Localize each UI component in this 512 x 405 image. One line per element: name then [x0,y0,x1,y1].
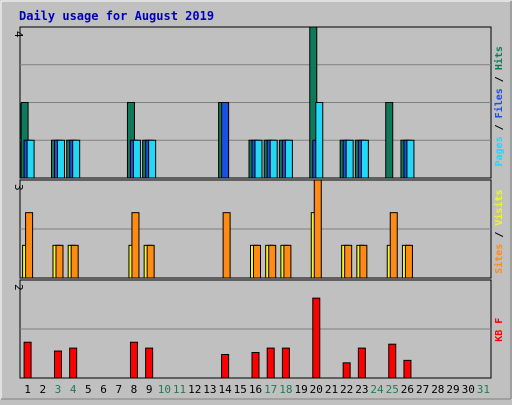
bar-pages-day-1 [26,139,35,179]
xtick-label-day-13: 13 [203,383,216,396]
legend-entry: Sites [493,244,505,274]
legend-hits-files-pages: Pages / Files / Hits [493,46,505,166]
ytick-label-kbf: 2 [12,284,25,291]
bar-kb-f-day-22 [342,362,351,379]
legend-entry: Visits [493,190,505,226]
legend-entry: Hits [493,46,505,70]
xtick-label-day-19: 19 [294,383,307,396]
xtick-label-day-8: 8 [131,383,138,396]
bar-kb-f-day-20 [312,297,321,379]
bar-kb-f-day-16 [251,352,260,379]
bar-kb-f-day-26 [403,359,412,379]
xtick-label-day-11: 11 [173,383,186,396]
xtick-label-day-28: 28 [431,383,444,396]
bar-files-day-14 [221,102,230,179]
bar-sites-day-25 [389,212,398,279]
bar-pages-day-23 [360,139,369,179]
bar-kb-f-day-9 [145,347,154,379]
xtick-label-day-9: 9 [146,383,153,396]
xtick-label-day-21: 21 [325,383,338,396]
legend-entry: / [494,118,505,136]
legend-visits-sites: Sites / Visits [493,190,505,274]
bar-kb-f-day-25 [388,343,397,379]
bar-pages-day-16 [254,139,263,179]
xtick-label-day-6: 6 [100,383,107,396]
bar-sites-day-26 [404,244,413,279]
xtick-label-day-17: 17 [264,383,277,396]
bar-kb-f-day-18 [281,347,290,379]
legend-entry: / [494,70,505,88]
xtick-label-day-12: 12 [188,383,201,396]
bar-pages-day-9 [148,139,157,179]
xtick-label-day-24: 24 [370,383,384,396]
bar-pages-day-8 [132,139,141,179]
bar-sites-day-14 [222,212,231,279]
bar-pages-day-4 [72,139,81,179]
legend-entry: Files [493,88,505,118]
xtick-label-day-27: 27 [416,383,429,396]
bar-sites-day-3 [55,244,64,279]
legend-entry: Pages [494,136,505,166]
legend-entry: / [494,226,505,244]
bar-sites-day-9 [146,244,155,279]
xtick-label-day-15: 15 [234,383,247,396]
bar-kb-f-day-3 [53,350,62,379]
bar-kb-f-day-14 [221,353,230,379]
xtick-label-day-20: 20 [310,383,323,396]
xtick-label-day-7: 7 [115,383,122,396]
bar-sites-day-18 [283,244,292,279]
xtick-label-day-30: 30 [462,383,475,396]
ytick-label-hits-files-pages: 4 [12,31,25,38]
bar-sites-day-20 [313,179,322,279]
xtick-label-day-26: 26 [401,383,414,396]
bar-kb-f-day-1 [23,341,32,379]
xtick-label-day-14: 14 [218,383,232,396]
xtick-label-day-3: 3 [55,383,62,396]
bar-sites-day-22 [344,244,353,279]
xtick-label-day-10: 10 [158,383,171,396]
bar-sites-day-16 [253,244,261,279]
bar-sites-day-23 [359,244,368,279]
xtick-label-day-1: 1 [24,383,31,396]
xtick-label-day-31: 31 [477,383,490,396]
bar-pages-day-26 [406,139,415,179]
legend-kbf: KB F [494,318,505,342]
xtick-label-day-5: 5 [85,383,92,396]
bar-pages-day-17 [269,139,278,179]
bar-pages-day-18 [284,139,293,179]
bar-sites-day-1 [25,212,34,279]
xtick-label-day-22: 22 [340,383,353,396]
ytick-label-visits-sites: 3 [12,184,25,191]
xtick-label-day-4: 4 [70,383,77,396]
xtick-label-day-2: 2 [39,383,46,396]
xtick-label-day-23: 23 [355,383,368,396]
bar-kb-f-day-4 [69,347,78,379]
chart-title: Daily usage for August 2019 [19,9,214,23]
bar-kb-f-day-17 [266,347,275,379]
bar-pages-day-3 [56,139,65,179]
legend-entry: KB F [494,318,505,342]
bar-sites-day-8 [131,212,140,279]
bar-pages-day-20 [315,102,324,179]
bar-sites-day-4 [70,244,79,279]
bar-kb-f-day-23 [357,347,366,379]
bar-hits-day-25 [385,102,394,179]
xtick-label-day-29: 29 [446,383,459,396]
bar-sites-day-17 [268,244,277,279]
bar-pages-day-22 [345,139,354,179]
xtick-label-day-18: 18 [279,383,292,396]
xtick-label-day-16: 16 [249,383,262,396]
bar-kb-f-day-8 [129,341,138,379]
xtick-label-day-25: 25 [386,383,399,396]
